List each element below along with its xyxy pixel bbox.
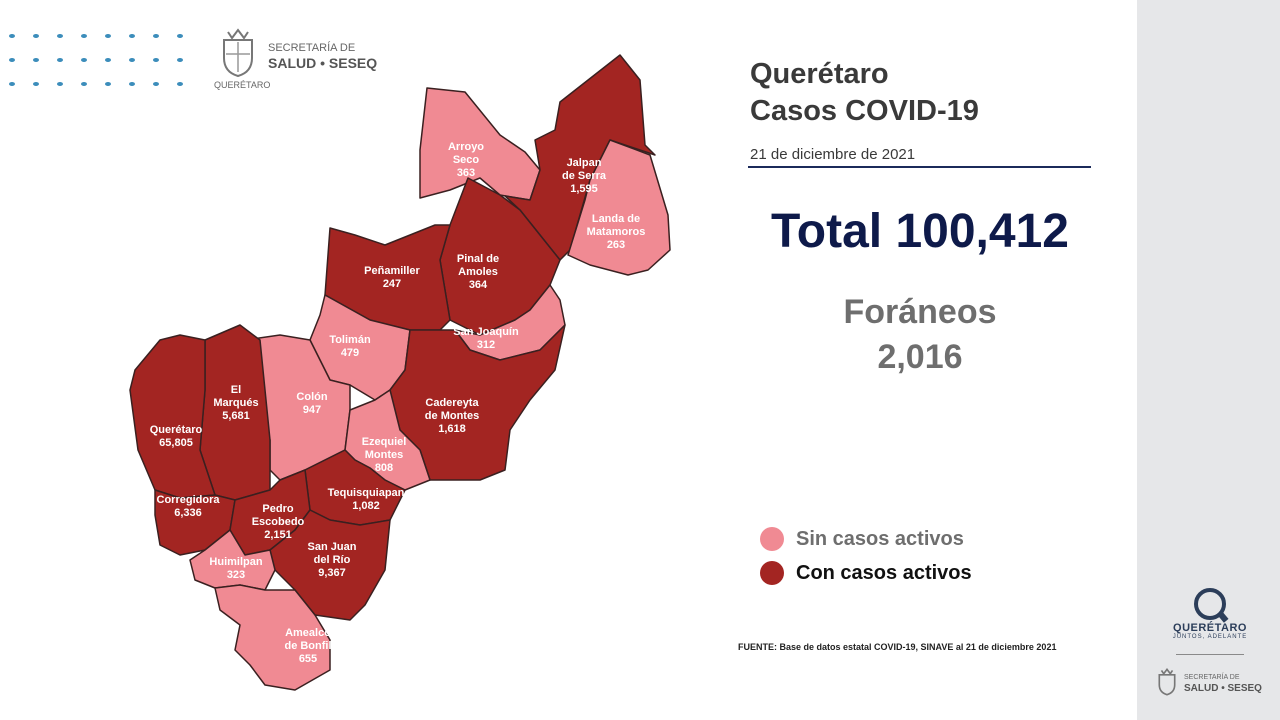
queretaro-brand-logo: QUERÉTARO JUNTOS, ADELANTE <box>1160 588 1260 648</box>
legend-label-inactive: Sin casos activos <box>796 527 964 550</box>
label-pinal-de-amoles: Pinal de Amoles 364 <box>457 253 499 291</box>
decorative-dot <box>105 82 111 86</box>
total-cases: Total 100,412 <box>771 205 1069 258</box>
brand-tagline: JUNTOS, ADELANTE <box>1172 634 1248 640</box>
label-quer-taro: Querétaro 65,805 <box>150 424 203 449</box>
label-san-joaqu-n: San Joaquín 312 <box>453 326 519 351</box>
decorative-dot <box>81 34 87 38</box>
label-landa-de-matamoros: Landa de Matamoros 263 <box>587 213 646 251</box>
label-ezequiel-montes: Ezequiel Montes 808 <box>362 436 407 474</box>
q-logo-icon <box>1194 588 1226 620</box>
region-queretaro <box>129 334 216 499</box>
decorative-dot <box>177 82 183 86</box>
header-agency-line1: SECRETARÍA DE <box>268 42 356 54</box>
decorative-dot <box>153 82 159 86</box>
region-landa-de-matamoros <box>567 139 671 276</box>
label-amealco-de-bonfil: Amealco de Bonfil 655 <box>284 627 331 665</box>
decorative-dot <box>57 34 63 38</box>
decorative-dot <box>9 82 15 86</box>
decorative-dot <box>177 58 183 62</box>
decorative-dot <box>105 34 111 38</box>
decorative-dot <box>153 58 159 62</box>
label-pe-amiller: Peñamiller 247 <box>364 265 420 290</box>
decorative-dot <box>153 34 159 38</box>
seseq-footer-logo: SECRETARÍA DE SALUD • SESEQ <box>1154 664 1266 704</box>
decorative-dot <box>33 58 39 62</box>
decorative-dot <box>81 82 87 86</box>
decorative-dot <box>105 58 111 62</box>
decorative-dot <box>129 34 135 38</box>
decorative-dot <box>177 34 183 38</box>
label-san-juan-del-r-o: San Juan del Río 9,367 <box>308 541 357 579</box>
coat-of-arms-icon <box>223 28 253 78</box>
label-huimilpan: Huimilpan 323 <box>209 556 262 581</box>
footer-divider <box>1176 654 1244 655</box>
decorative-dot <box>57 58 63 62</box>
label-cadereyta-de-montes: Cadereyta de Montes 1,618 <box>425 397 480 435</box>
data-source: FUENTE: Base de datos estatal COVID-19, … <box>738 642 1057 652</box>
label-tequisquiapan: Tequisquiapan 1,082 <box>328 487 405 512</box>
footer-agency-line2: SALUD • SESEQ <box>1184 683 1262 694</box>
foraneos-value: 2,016 <box>877 338 963 376</box>
legend-label-active: Con casos activos <box>796 561 972 584</box>
label-el-marqu-s: El Marqués 5,681 <box>213 384 258 422</box>
label-jalpan-de-serra: Jalpan de Serra 1,595 <box>562 157 607 195</box>
region-jalpan-de-serra <box>504 54 656 261</box>
decorative-dot <box>33 34 39 38</box>
foraneos-label: Foráneos <box>843 293 997 331</box>
decorative-dot <box>57 82 63 86</box>
label-corregidora: Corregidora 6,336 <box>157 494 221 519</box>
label-tolim-n: Tolimán 479 <box>329 334 371 359</box>
legend-item-active: Con casos activos <box>760 561 972 585</box>
decorative-dot <box>129 82 135 86</box>
label-pedro-escobedo: Pedro Escobedo 2,151 <box>252 503 305 541</box>
decorative-dot <box>9 58 15 62</box>
region-cadereyta-de-montes <box>389 324 566 481</box>
label-col-n: Colón 947 <box>296 391 327 416</box>
date-divider <box>748 166 1091 168</box>
report-date: 21 de diciembre de 2021 <box>750 146 916 163</box>
decorative-dot-grid <box>9 34 183 86</box>
legend-swatch-active <box>760 561 784 585</box>
region-amealco-de-bonfil <box>214 584 331 691</box>
title-line2: Casos COVID-19 <box>750 95 979 127</box>
decorative-dot <box>33 82 39 86</box>
footer-agency-line1: SECRETARÍA DE <box>1184 674 1240 681</box>
legend-item-inactive: Sin casos activos <box>760 527 964 551</box>
seseq-header-logo: SECRETARÍA DE SALUD • SESEQ QUERÉTARO <box>214 28 404 92</box>
decorative-dot <box>81 58 87 62</box>
brand-name: QUERÉTARO <box>1173 622 1247 634</box>
footer-coat-of-arms-icon <box>1158 668 1176 696</box>
decorative-dot <box>9 34 15 38</box>
decorative-dot <box>129 58 135 62</box>
label-arroyo-seco: Arroyo Seco 363 <box>448 141 484 179</box>
header-agency-line2: SALUD • SESEQ <box>268 55 378 71</box>
legend-swatch-inactive <box>760 527 784 551</box>
header-agency-line3: QUERÉTARO <box>214 80 271 90</box>
queretaro-map: Arroyo Seco 363 Jalpan de Serra 1,595 Landa de… <box>129 54 671 691</box>
page-title: Querétaro Casos COVID-19 <box>750 56 979 130</box>
title-line1: Querétaro <box>750 58 889 90</box>
